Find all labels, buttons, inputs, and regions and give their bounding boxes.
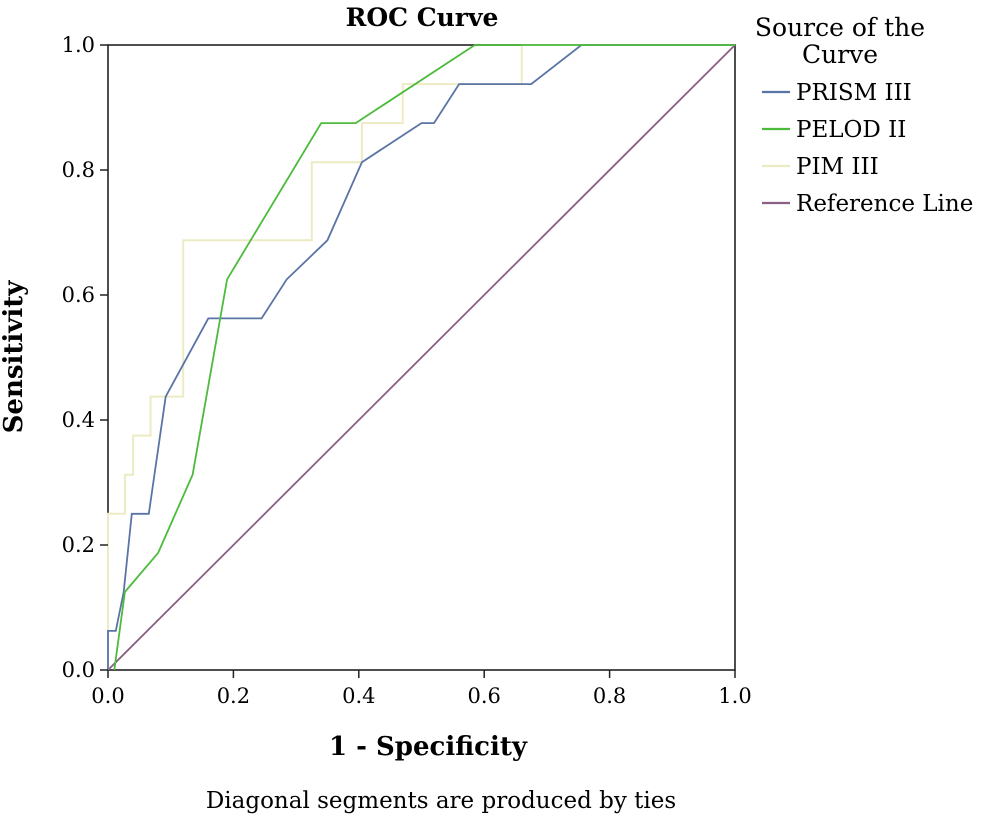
y-axis-title: Sensitivity xyxy=(0,280,29,434)
plot-area xyxy=(107,44,736,671)
x-tick-label-4: 0.8 xyxy=(593,684,626,708)
x-tick-label-1: 0.2 xyxy=(217,684,250,708)
legend-items: PRISM III PELOD II PIM III Reference Line xyxy=(762,80,973,217)
legend-label-pelod-ii: PELOD II xyxy=(796,117,906,143)
legend-label-prism-iii: PRISM III xyxy=(796,80,912,106)
series-line-pelod-ii xyxy=(113,44,735,671)
plot-frame xyxy=(107,44,736,671)
chart-title: ROC Curve xyxy=(346,3,499,32)
x-axis: 0.0 0.2 0.4 0.6 0.8 1.0 xyxy=(91,670,752,708)
legend: Source of the Curve PRISM III PELOD II PIM… xyxy=(755,13,973,217)
legend-title-line2: Curve xyxy=(802,40,878,69)
x-tick-label-0: 0.0 xyxy=(91,684,124,708)
y-tick-label-0: 0.0 xyxy=(62,658,95,682)
y-tick-label-1: 0.2 xyxy=(62,533,95,557)
y-tick-label-4: 0.8 xyxy=(62,158,95,182)
x-tick-label-5: 1.0 xyxy=(718,684,751,708)
y-tick-label-3: 0.6 xyxy=(62,283,95,307)
y-tick-label-2: 0.4 xyxy=(62,408,95,432)
legend-label-pim-iii: PIM III xyxy=(796,154,879,180)
x-tick-label-3: 0.6 xyxy=(467,684,500,708)
series-line-pim-iii xyxy=(107,44,735,670)
x-axis-title: 1 - Specificity xyxy=(329,732,528,762)
legend-label-reference-line: Reference Line xyxy=(796,191,973,217)
legend-title-line1: Source of the xyxy=(755,13,925,42)
footnote: Diagonal segments are produced by ties xyxy=(206,788,676,814)
y-axis: 0.0 0.2 0.4 0.6 0.8 1.0 xyxy=(62,33,108,682)
series-line-prism-iii xyxy=(107,44,735,670)
y-tick-label-5: 1.0 xyxy=(62,33,95,57)
x-tick-label-2: 0.4 xyxy=(342,684,375,708)
series-line-reference-line xyxy=(107,44,736,671)
series-layer xyxy=(107,44,736,671)
